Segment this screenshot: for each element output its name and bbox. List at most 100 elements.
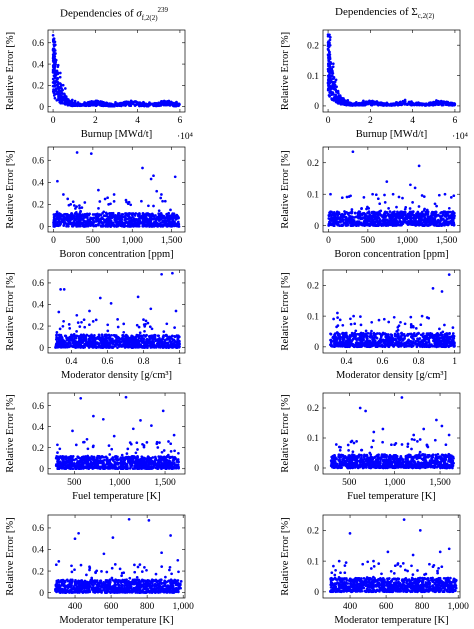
x-tick-label: 4 <box>135 116 140 126</box>
x-axis-label: Moderator density [g/cm³] <box>61 370 172 381</box>
data-point <box>330 97 334 100</box>
data-point <box>70 98 74 102</box>
data-point <box>136 295 140 299</box>
data-point <box>115 217 119 221</box>
data-point <box>64 343 68 347</box>
data-point <box>77 224 81 228</box>
data-point <box>78 206 81 210</box>
data-point <box>169 103 172 107</box>
data-point <box>111 337 114 341</box>
data-point <box>451 101 454 105</box>
data-point <box>174 309 178 313</box>
data-point <box>61 98 65 101</box>
data-point <box>168 344 172 348</box>
data-point <box>52 51 56 54</box>
data-point <box>54 60 57 64</box>
data-point <box>101 335 104 339</box>
data-point <box>157 212 161 215</box>
data-point <box>119 102 123 106</box>
data-point <box>434 102 437 106</box>
data-point <box>388 223 392 227</box>
data-point <box>57 345 61 349</box>
data-point <box>362 216 365 220</box>
data-point <box>143 329 146 333</box>
title-symbol: Σ <box>411 6 418 18</box>
data-point <box>54 222 57 226</box>
data-point <box>111 221 115 225</box>
data-point <box>118 215 121 219</box>
data-point <box>106 329 110 333</box>
data-point <box>78 215 81 218</box>
data-point <box>335 85 338 89</box>
data-point <box>97 188 100 192</box>
data-point <box>353 211 357 215</box>
data-point <box>53 63 57 67</box>
data-point <box>160 220 164 224</box>
data-point <box>105 333 108 337</box>
data-point <box>70 333 73 337</box>
data-point <box>110 104 114 108</box>
data-point <box>77 103 80 107</box>
data-point <box>356 221 360 225</box>
data-point <box>148 103 151 107</box>
data-point <box>63 334 67 338</box>
y-axis-label: Relative Error [%] <box>5 32 16 110</box>
data-point <box>331 69 334 73</box>
data-point <box>356 211 360 215</box>
x-axis-label: Boron concentration [ppm] <box>59 249 173 260</box>
data-point <box>56 98 60 101</box>
data-point <box>155 338 158 342</box>
data-point <box>329 192 332 196</box>
data-point <box>113 214 117 217</box>
data-point <box>52 58 55 62</box>
data-point <box>89 224 93 227</box>
data-point <box>141 215 145 219</box>
data-point <box>85 214 88 218</box>
title-prefix: Dependencies of <box>60 7 137 20</box>
data-point <box>129 203 133 207</box>
data-point <box>403 207 407 211</box>
data-point <box>86 103 90 106</box>
data-point <box>417 218 421 222</box>
data-point <box>331 65 335 69</box>
data-point <box>147 341 150 345</box>
data-point <box>136 345 139 349</box>
data-point <box>52 81 56 85</box>
data-point <box>60 90 63 94</box>
data-point <box>92 224 96 228</box>
data-point <box>406 223 410 226</box>
data-point <box>157 219 161 222</box>
data-point <box>368 102 372 105</box>
data-point <box>328 221 332 225</box>
data-point <box>53 67 56 71</box>
data-point <box>57 220 60 224</box>
data-point <box>396 222 400 225</box>
data-point <box>76 321 80 324</box>
data-point <box>66 99 70 102</box>
data-point <box>129 104 133 108</box>
data-point <box>69 222 73 225</box>
data-point <box>143 325 147 328</box>
data-point <box>332 93 335 96</box>
data-point <box>162 330 166 333</box>
data-point <box>332 96 336 99</box>
data-point <box>389 218 393 221</box>
data-point <box>332 217 335 221</box>
data-point <box>88 212 91 216</box>
data-point <box>55 331 59 334</box>
data-point <box>58 71 62 75</box>
data-point <box>75 214 78 218</box>
data-point <box>132 222 135 226</box>
data-point <box>333 80 337 84</box>
data-point <box>62 224 66 227</box>
data-point <box>71 345 75 349</box>
data-point <box>146 212 150 215</box>
data-point <box>112 193 116 196</box>
data-point <box>157 334 161 338</box>
data-point <box>344 220 348 224</box>
data-point <box>171 346 174 349</box>
data-point <box>437 193 441 197</box>
data-point <box>413 222 416 226</box>
